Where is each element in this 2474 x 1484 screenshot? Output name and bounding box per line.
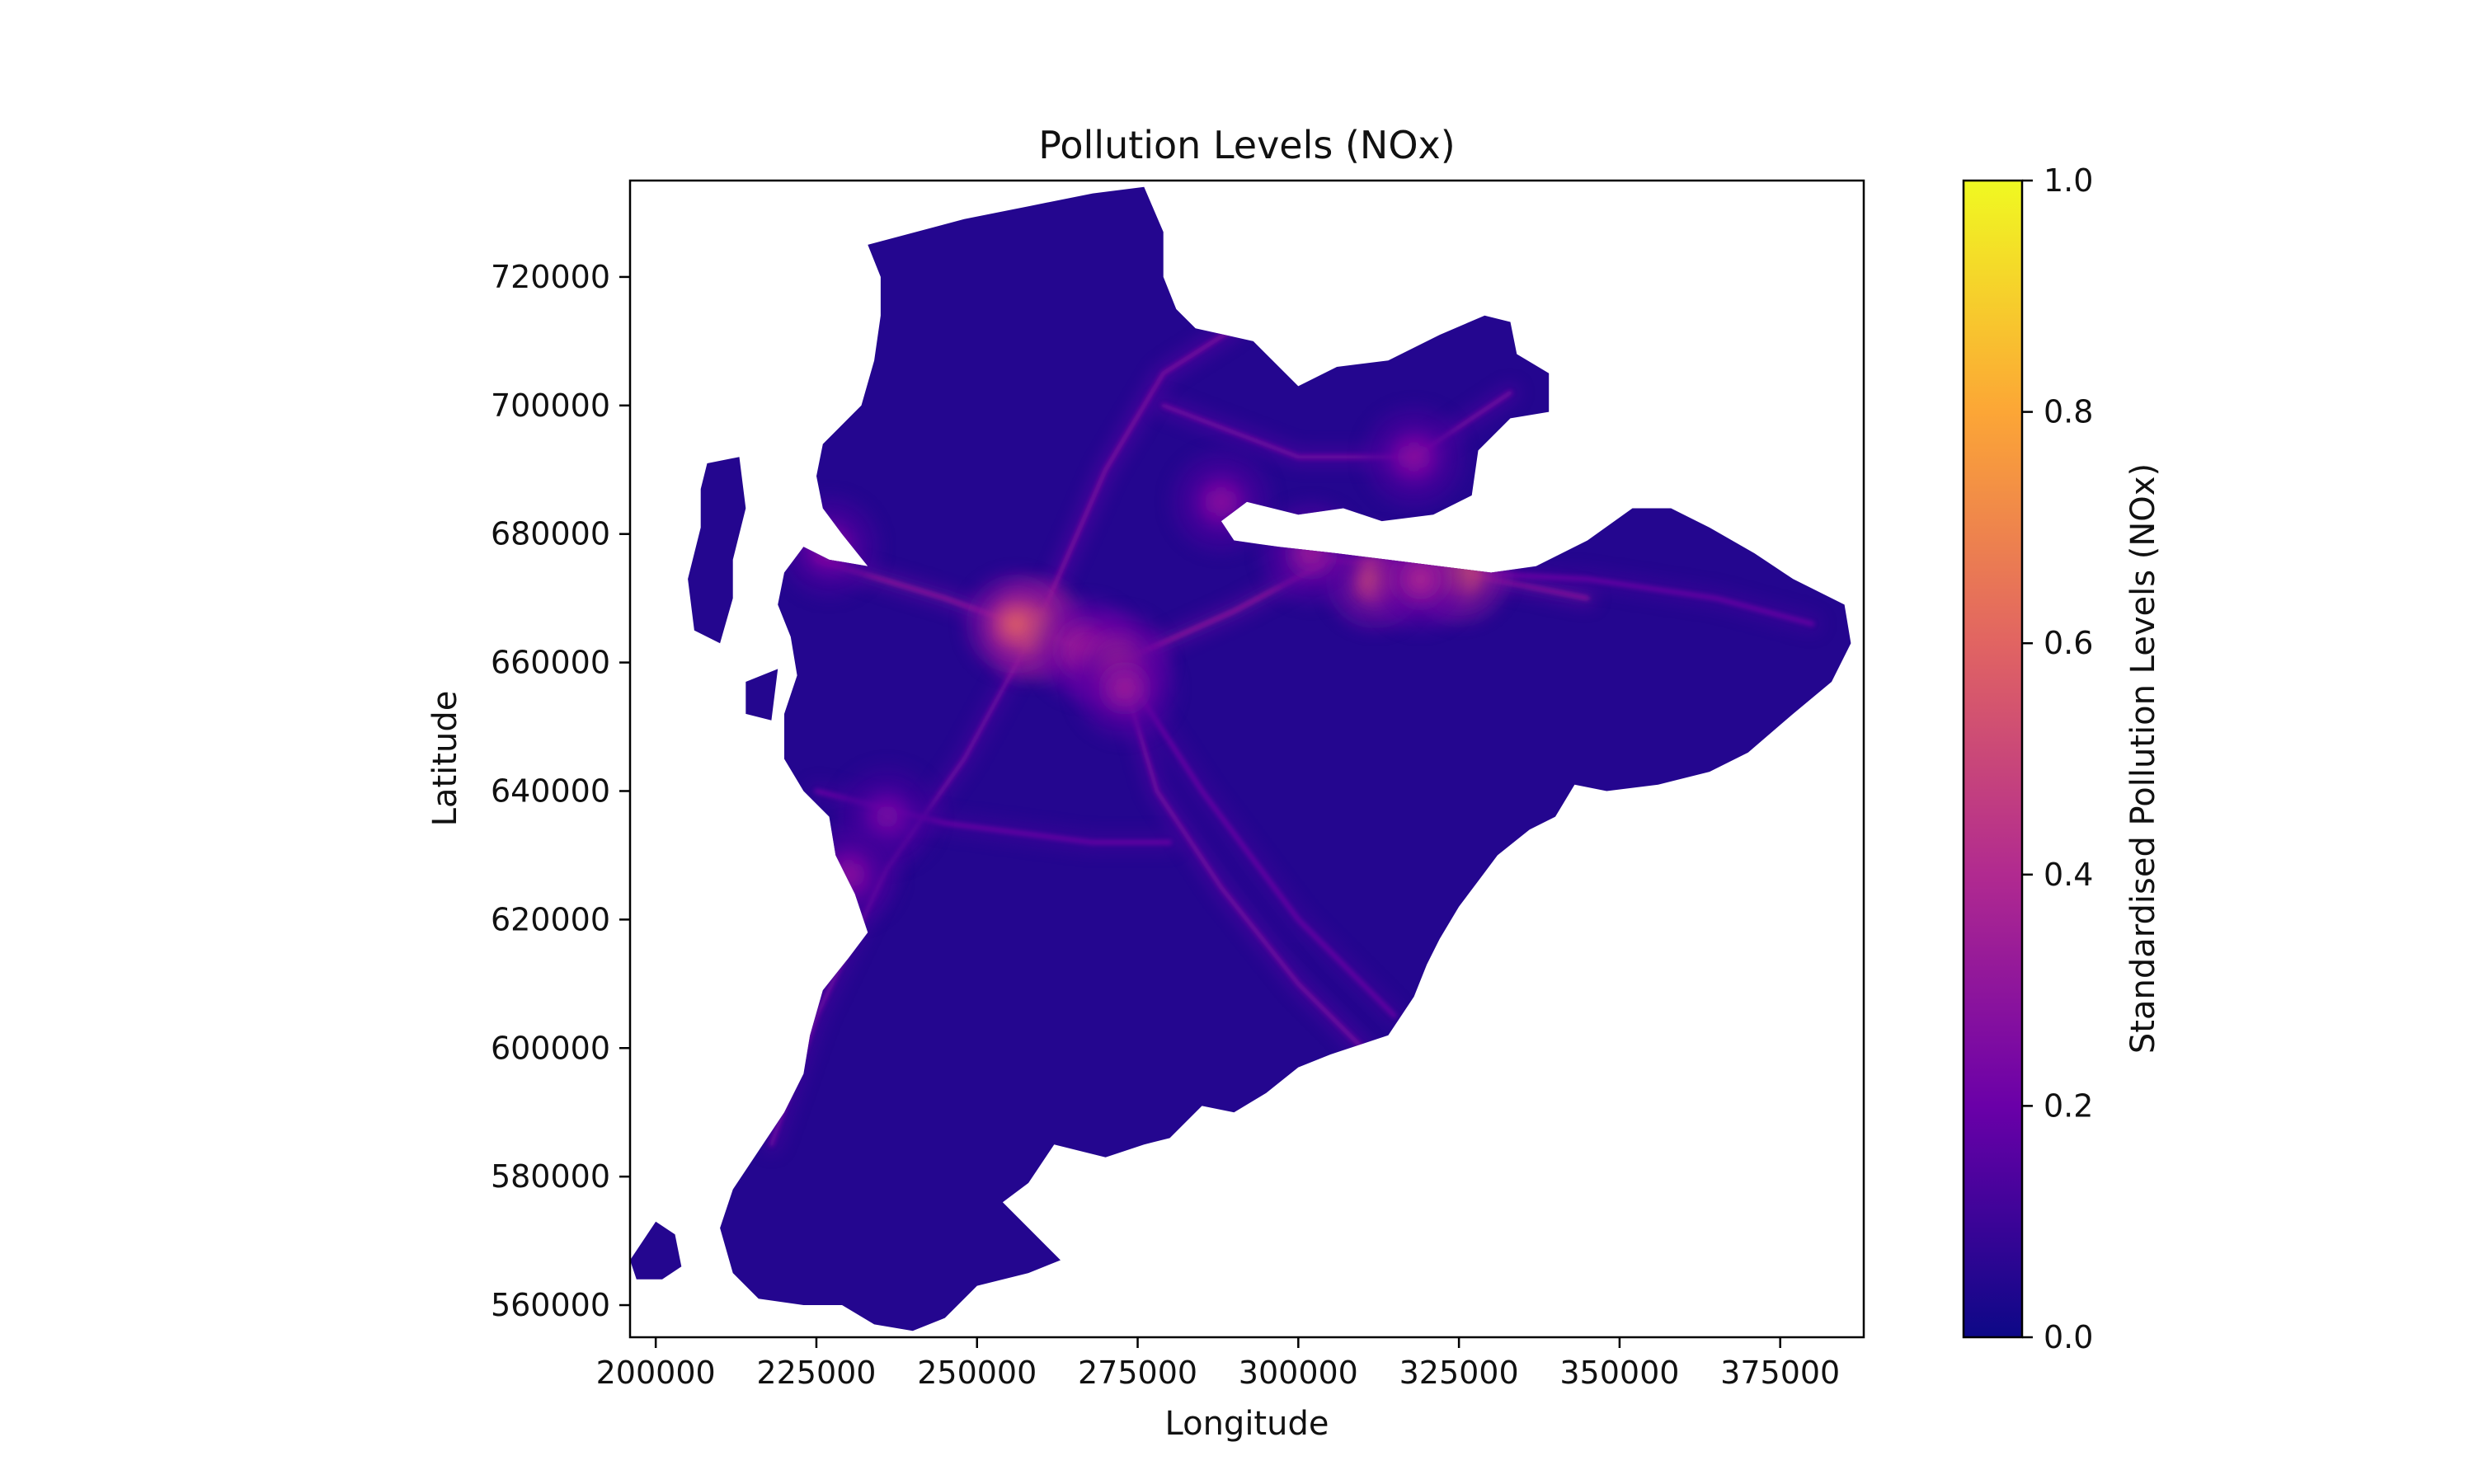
island-region (688, 457, 746, 644)
x-axis-title: Longitude (1165, 1405, 1329, 1443)
y-axis: 560000 580000 600000 620000 640000 660000 6800… (491, 259, 630, 1323)
pollution-hotspot (1402, 445, 1426, 469)
pollution-hotspot (875, 805, 899, 829)
colorbar-tick-label: 0.6 (2044, 625, 2093, 661)
x-tick-label: 350000 (1559, 1355, 1679, 1391)
y-tick-label: 720000 (491, 259, 610, 295)
road-corridor (1116, 660, 1365, 1050)
colorbar: 0.0 0.2 0.4 0.6 0.8 1.0 Standardised Pollutio… (1962, 162, 2162, 1355)
x-tick-label: 250000 (917, 1355, 1037, 1391)
road-corridor (1116, 660, 1397, 1018)
y-tick-label: 660000 (491, 645, 610, 681)
colorbar-tick-label: 0.2 (2044, 1087, 2093, 1124)
x-tick-label: 325000 (1399, 1355, 1519, 1391)
x-tick-label: 200000 (596, 1355, 716, 1391)
pollution-hotspot (1299, 542, 1323, 566)
colorbar-tick-label: 0.8 (2044, 394, 2093, 430)
island-region (630, 1221, 682, 1280)
colorbar-ticks: 0.0 0.2 0.4 0.6 0.8 1.0 (2022, 162, 2093, 1355)
plot-area (630, 186, 1851, 1331)
y-tick-label: 560000 (491, 1287, 610, 1323)
pollution-hotspot (1113, 676, 1136, 700)
pollution-hotspot (817, 535, 841, 559)
pollution-hotspot (1004, 612, 1028, 636)
colorbar-title: Standardised Pollution Levels (NOx) (2124, 463, 2162, 1054)
x-axis: 200000 225000 250000 275000 300000 325000 3500… (596, 1337, 1840, 1391)
pollution-hotspot (802, 520, 856, 574)
region-layer (630, 186, 1851, 1331)
road-corridor (1032, 326, 1236, 633)
x-tick-label: 275000 (1078, 1355, 1197, 1391)
pollution-hotspot (1209, 490, 1233, 514)
y-tick-label: 700000 (491, 387, 610, 424)
chart-title: Pollution Levels (NOx) (1038, 123, 1455, 167)
road-corridor (1456, 571, 1815, 627)
pollution-hotspot (779, 497, 879, 597)
colorbar-tick-label: 1.0 (2044, 162, 2093, 199)
colorbar-tick-label: 0.4 (2044, 857, 2093, 893)
island-region (745, 669, 778, 721)
y-tick-label: 640000 (491, 773, 610, 809)
colorbar-gradient (1962, 179, 2024, 1339)
road-corridor (1161, 390, 1512, 459)
y-tick-label: 680000 (491, 516, 610, 552)
y-axis-title: Latitude (426, 691, 464, 827)
colorbar-tick-label: 0.0 (2044, 1319, 2093, 1355)
plot-frame (628, 179, 1865, 1339)
y-tick-label: 620000 (491, 901, 610, 937)
x-tick-label: 225000 (756, 1355, 876, 1391)
x-tick-label: 375000 (1720, 1355, 1840, 1391)
y-tick-label: 580000 (491, 1158, 610, 1195)
pollution-hotspot (836, 862, 860, 886)
x-tick-label: 300000 (1239, 1355, 1358, 1391)
mainland-region (720, 186, 1851, 1331)
y-tick-label: 600000 (491, 1030, 610, 1066)
pollution-hotspot (1409, 567, 1432, 591)
